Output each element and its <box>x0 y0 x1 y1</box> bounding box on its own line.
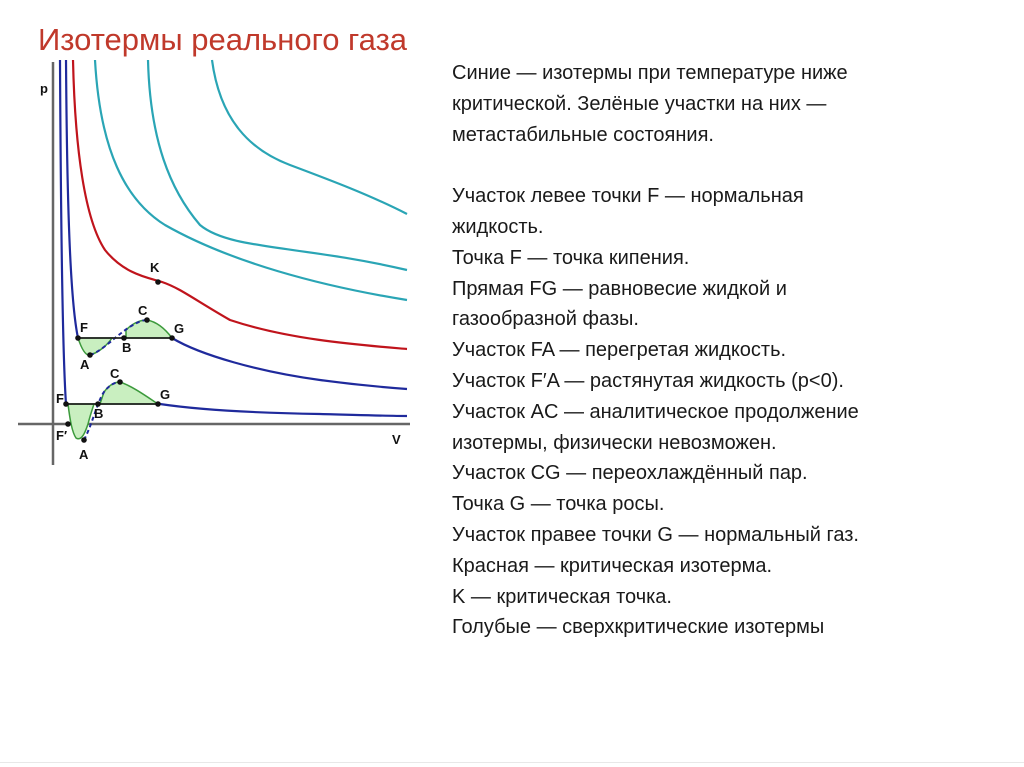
notes-line: Голубые — сверхкритические изотермы <box>452 616 825 639</box>
point-f-lower-label: F <box>56 391 64 406</box>
point-a-upper-label: A <box>80 357 90 372</box>
notes-line: изотермы, физически невозможен. <box>452 431 777 454</box>
point-c-lower-marker <box>117 379 123 385</box>
notes-line: Прямая FG — равновесие жидкой и <box>452 277 787 300</box>
notes-text: Синие — изотермы при температуре ниже кр… <box>452 58 1012 643</box>
lower-subcritical-isotherm-gas <box>159 402 408 418</box>
point-a-lower-label: A <box>79 447 89 462</box>
supercritical-isotherm-1 <box>210 59 408 215</box>
point-c-upper-marker <box>144 317 150 323</box>
point-markers <box>63 279 175 443</box>
point-g-upper-marker <box>169 335 175 341</box>
notes-line: Участок F′A — растянутая жидкость (p<0). <box>452 369 844 392</box>
notes-line: Точка G — точка росы. <box>452 493 665 516</box>
upper-subcritical-isotherm <box>64 59 80 339</box>
lower-vapor-metastable-region <box>98 381 161 405</box>
point-fprime-marker <box>65 421 71 427</box>
point-f-upper-marker <box>75 335 81 341</box>
point-g-lower-marker <box>155 401 161 407</box>
point-f-lower-marker <box>63 401 69 407</box>
supercritical-isotherm-3 <box>93 59 408 302</box>
slide-title: Изотермы реального газа <box>38 22 408 57</box>
critical-isotherm <box>71 59 408 351</box>
notes-line: метастабильные состояния. <box>452 123 714 146</box>
isotherm-diagram: p V K F B C G A F B C G F′ A <box>18 59 410 465</box>
notes-line: газообразной фазы. <box>452 308 639 331</box>
slide-bottom-rule <box>0 762 1024 763</box>
notes-line: Красная — критическая изотерма. <box>452 554 773 577</box>
point-b-lower-label: B <box>94 406 103 421</box>
point-k-label: K <box>150 260 160 275</box>
point-c-upper-label: C <box>138 303 148 318</box>
point-c-lower-label: C <box>110 366 120 381</box>
notes-line: жидкость. <box>452 215 544 238</box>
point-b-upper-label: B <box>122 340 131 355</box>
notes-line: Участок CG — переохлаждённый пар. <box>452 462 808 485</box>
notes-line: Участок левее точки F — нормальная <box>452 185 804 208</box>
upper-vapor-metastable-region <box>125 319 174 339</box>
notes-gap <box>452 150 1012 181</box>
notes-line: критической. Зелёные участки на них — <box>452 92 827 115</box>
point-g-lower-label: G <box>160 387 170 402</box>
notes-line: Участок FA — перегретая жидкость. <box>452 339 787 362</box>
supercritical-isotherm-2 <box>146 59 408 272</box>
lower-unstable-segment <box>83 381 121 441</box>
notes-line: Точка F — точка кипения. <box>452 246 690 269</box>
point-g-upper-label: G <box>174 321 184 336</box>
point-b-upper-marker <box>121 335 127 341</box>
notes-line: Участок AC — аналитическое продолжение <box>452 400 859 423</box>
point-a-upper-marker <box>87 352 93 358</box>
lower-liquid-metastable-region <box>67 403 96 440</box>
point-a-lower-marker <box>81 437 87 443</box>
upper-liquid-metastable-region <box>76 337 114 356</box>
upper-unstable-segment <box>89 319 148 356</box>
upper-subcritical-isotherm-gas <box>171 337 408 391</box>
p-axis-label: p <box>40 81 48 96</box>
point-b-lower-marker <box>95 401 101 407</box>
notes-line: Участок правее точки G — нормальный газ. <box>452 523 859 546</box>
v-axis-label: V <box>392 432 401 447</box>
point-k-marker <box>155 279 161 285</box>
point-f-upper-label: F <box>80 320 88 335</box>
notes-line: K — критическая точка. <box>452 585 672 608</box>
lower-subcritical-isotherm <box>58 59 68 405</box>
notes-line: Синие — изотермы при температуре ниже <box>452 62 848 84</box>
point-fprime-label: F′ <box>56 428 67 443</box>
